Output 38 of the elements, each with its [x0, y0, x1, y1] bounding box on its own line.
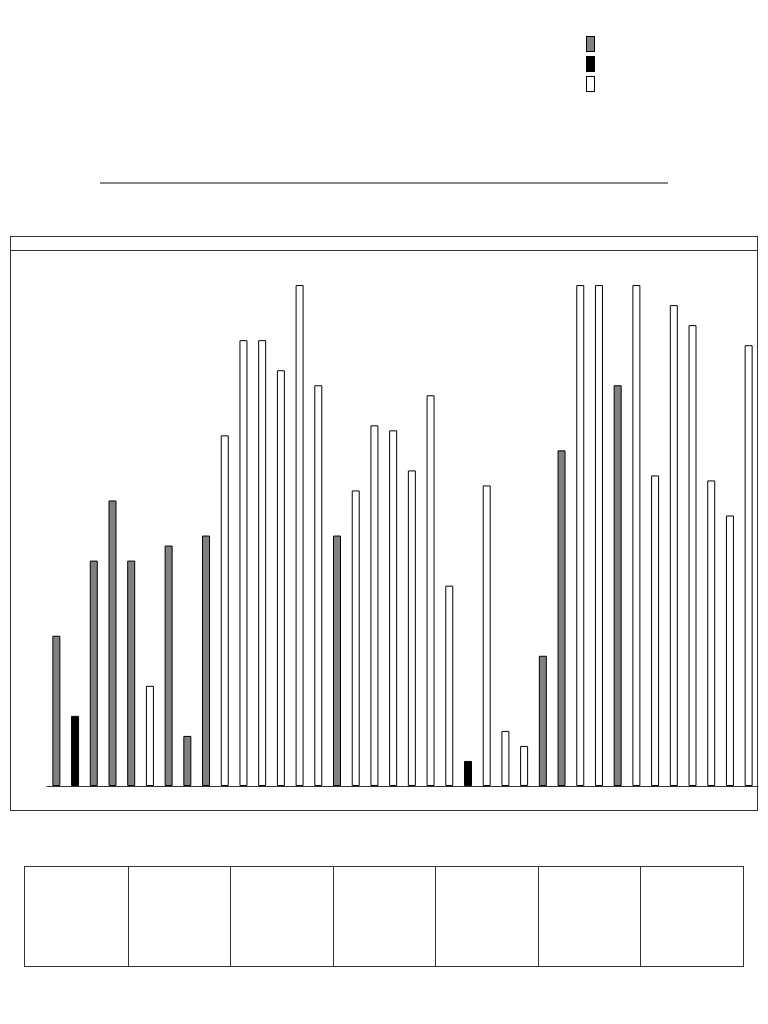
bar — [370, 425, 379, 786]
bar — [220, 435, 229, 786]
bar — [52, 635, 61, 786]
bar — [295, 285, 304, 786]
bar — [239, 340, 248, 786]
bar — [108, 500, 117, 786]
bar — [351, 490, 360, 786]
bar — [463, 760, 472, 786]
bar — [202, 535, 211, 786]
bar — [127, 560, 136, 786]
bar — [276, 370, 285, 786]
bar — [183, 735, 192, 786]
bar — [314, 385, 323, 786]
bar — [632, 285, 641, 786]
bar — [426, 395, 435, 786]
bar — [333, 535, 342, 786]
bar — [594, 285, 603, 786]
bar — [389, 430, 398, 786]
bar — [501, 730, 510, 786]
bar — [707, 480, 716, 786]
bar — [744, 345, 753, 786]
bar — [520, 745, 529, 786]
bar — [538, 655, 547, 786]
bar — [164, 545, 173, 786]
bar — [613, 385, 622, 786]
bar — [407, 470, 416, 786]
bar — [669, 305, 678, 786]
bar — [145, 685, 154, 786]
bar — [576, 285, 585, 786]
bar — [89, 560, 98, 786]
bar — [725, 515, 734, 786]
bar — [557, 450, 566, 786]
bar — [445, 585, 454, 786]
bar — [482, 485, 491, 786]
bar — [258, 340, 267, 786]
bar — [651, 475, 660, 786]
bar — [688, 325, 697, 786]
bar — [71, 715, 80, 786]
